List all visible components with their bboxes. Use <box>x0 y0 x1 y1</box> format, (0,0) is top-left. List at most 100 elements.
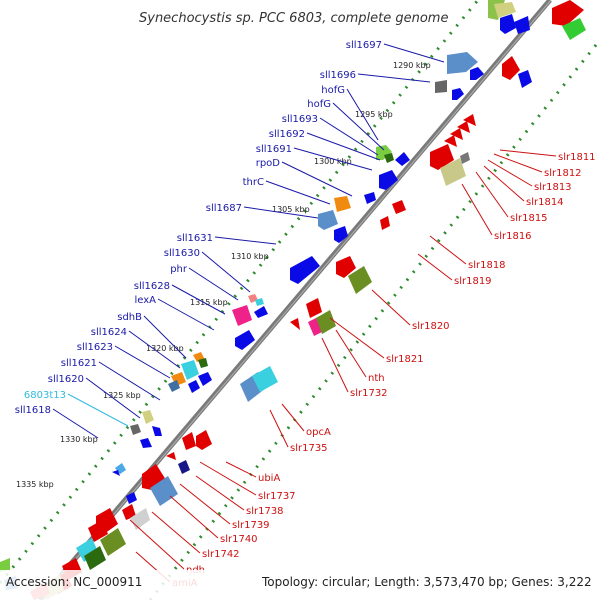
kbp-marker: 1320 kbp <box>146 344 184 353</box>
gene-feature <box>76 538 98 562</box>
gene-label: thrC <box>243 177 264 188</box>
gene-feature <box>376 145 392 160</box>
upper-tick-track <box>0 0 480 584</box>
gene-feature <box>255 298 264 306</box>
gene-label: sll1687 <box>206 203 242 214</box>
gene-label: slr1820 <box>412 321 450 332</box>
kbp-markers: 1290 kbp 1295 kbp 1300 kbp 1305 kbp 1310 kbp… <box>16 61 431 489</box>
gene-feature <box>196 430 212 450</box>
kbp-marker: 1310 kbp <box>231 252 269 261</box>
leader-line <box>357 73 431 83</box>
leader-line <box>201 251 251 293</box>
gene-label: slr1811 <box>558 152 596 163</box>
gene-label: slr1737 <box>258 491 296 502</box>
gene-feature <box>384 153 394 163</box>
gene-label: lexA <box>134 295 156 306</box>
gene-label: slr1813 <box>534 182 572 193</box>
genome-backbone <box>38 0 552 600</box>
gene-feature <box>152 426 162 436</box>
leader-line <box>169 495 219 539</box>
leader-line <box>293 147 373 171</box>
kbp-marker: 1305 kbp <box>272 205 310 214</box>
gene-label: sll1618 <box>15 405 51 416</box>
gene-feature <box>379 170 398 190</box>
gene-label: hofG <box>321 85 345 96</box>
gene-label: sll1628 <box>134 281 170 292</box>
leader-line <box>371 289 411 326</box>
gene-feature <box>430 144 454 170</box>
gene-feature <box>336 256 356 278</box>
gene-feature <box>100 528 126 556</box>
gene-label: slr1732 <box>350 388 388 399</box>
leader-line <box>151 511 201 554</box>
gene-feature <box>552 0 584 26</box>
gene-feature <box>168 380 180 392</box>
kbp-marker: 1335 kbp <box>16 480 54 489</box>
leader-line <box>429 235 467 265</box>
gene-feature <box>316 310 336 334</box>
gene-feature <box>166 452 176 460</box>
gene-feature <box>130 424 141 435</box>
leader-line <box>493 153 543 173</box>
leader-line <box>281 403 305 432</box>
leader-line <box>475 171 509 218</box>
gene-label: sll1697 <box>346 40 382 51</box>
leader-line <box>114 345 171 379</box>
leader-line <box>188 267 239 301</box>
leader-line <box>329 317 385 359</box>
leader-line <box>487 159 533 187</box>
gene-feature <box>518 70 532 88</box>
gene-feature <box>290 318 300 330</box>
leader-line <box>383 43 445 63</box>
kbp-marker: 1325 kbp <box>103 391 141 400</box>
gene-label: slr1735 <box>290 443 328 454</box>
gene-label: slr1738 <box>246 506 284 517</box>
gene-feature <box>450 128 463 140</box>
gene-label: sll1623 <box>77 342 113 353</box>
leader-line <box>199 461 257 496</box>
kbp-marker: 1290 kbp <box>393 61 431 70</box>
leader-line <box>335 329 367 378</box>
upper-gene-labels: sll1697 sll1696 hofG hofG sll1693 sll1692 sll1… <box>15 40 445 439</box>
gene-feature <box>364 192 376 204</box>
leader-line <box>499 149 557 157</box>
gene-label: opcA <box>306 427 331 438</box>
leader-line <box>98 361 161 401</box>
gene-feature <box>306 298 322 318</box>
gene-feature <box>348 266 372 294</box>
leader-line <box>461 183 493 236</box>
gene-feature <box>463 114 476 126</box>
leader-line <box>195 475 245 511</box>
gene-label: sll1696 <box>320 70 356 81</box>
gene-feature <box>142 410 154 424</box>
leader-line <box>143 315 187 359</box>
gene-feature <box>380 216 390 230</box>
gene-label: slr1812 <box>544 168 582 179</box>
leader-line <box>128 330 181 369</box>
gene-feature <box>181 360 199 380</box>
gene-feature <box>188 380 200 393</box>
gene-label: sll1631 <box>177 233 213 244</box>
gene-label: slr1821 <box>386 354 424 365</box>
gene-feature <box>122 504 136 520</box>
leader-line <box>319 117 379 156</box>
gene-label: sll1693 <box>282 114 318 125</box>
gene-feature <box>440 158 466 186</box>
leader-line <box>332 102 385 151</box>
gene-label: sll1691 <box>256 144 292 155</box>
gene-feature <box>334 196 351 212</box>
kbp-marker: 1295 kbp <box>355 110 393 119</box>
leader-line <box>67 393 129 427</box>
gene-feature <box>318 210 338 230</box>
leader-line <box>179 483 231 525</box>
leader-line <box>269 409 289 448</box>
gene-feature <box>470 67 484 80</box>
gene-feature <box>447 52 478 74</box>
gene-label: sll1692 <box>269 129 305 140</box>
gene-feature <box>514 16 530 34</box>
gene-feature <box>235 330 255 350</box>
gene-feature <box>252 366 278 392</box>
gene-label: slr1742 <box>202 549 240 560</box>
gene-feature <box>494 2 516 18</box>
gene-feature <box>88 520 108 542</box>
